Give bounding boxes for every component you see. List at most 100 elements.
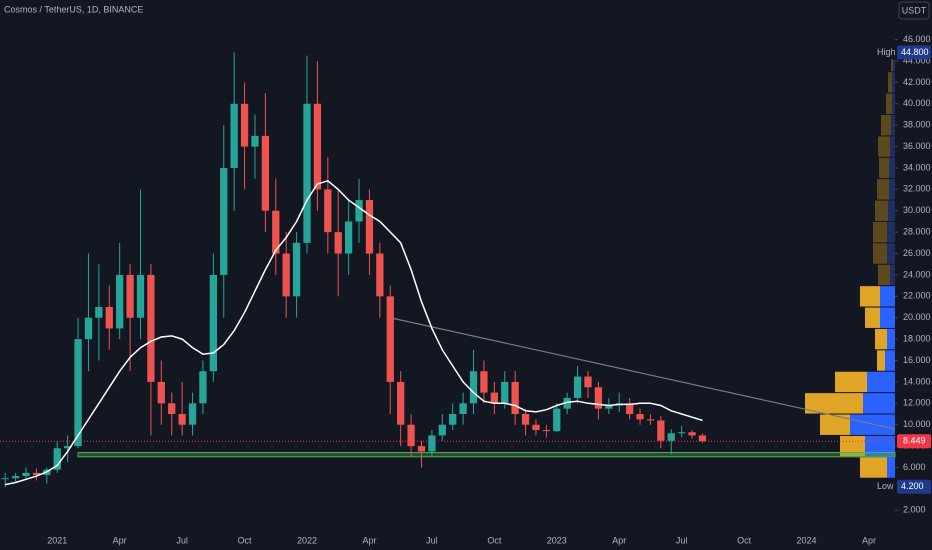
y-tick-label: 42.000 [903,77,931,87]
profile-up [865,435,895,457]
candle-body [521,414,530,425]
candle-body [313,103,322,190]
profile-down [877,350,885,371]
candle-body [480,371,488,393]
currency-box[interactable] [898,1,930,20]
candle-body [605,405,613,409]
marker-value: 44.800 [901,47,929,57]
candle-body [324,189,332,233]
profile-down [875,200,888,221]
candle-body [157,381,165,404]
profile-down [888,72,892,93]
x-tick-label: Apr [113,535,127,545]
trendline [390,317,896,430]
profile-up [880,286,895,307]
candle-body [449,414,457,425]
last-price-box [897,434,931,449]
profile-up [889,157,895,179]
y-tick-label: 38.000 [903,120,931,130]
y-tick-label: 14.000 [903,376,931,386]
x-tick-label: 2023 [547,535,567,545]
candle-body [397,381,405,425]
candle-body [74,339,82,447]
candle-body [168,403,176,415]
marker-box [897,479,931,494]
profile-up [890,136,895,157]
x-tick-label: 2024 [797,535,817,545]
candle-body [32,472,41,475]
y-tick-label: 46.000 [903,34,931,44]
profile-down [820,414,850,435]
y-tick-label: 20.000 [903,312,931,322]
profile-down [835,371,867,393]
candle-body [230,103,238,168]
profile-up [863,393,895,414]
candle-body [136,274,145,318]
candle-body [95,307,103,318]
profile-up [888,200,895,221]
candle-body [53,448,61,470]
profile-up [891,114,895,136]
marker-label: High [877,47,896,57]
y-tick-label: 18.000 [903,334,931,344]
candle-body [261,135,270,211]
candle-body [344,221,353,254]
profile-up [867,371,895,393]
candle-body [511,381,519,415]
profile-up [887,457,895,478]
profile-up [892,72,895,93]
candle-body [594,387,603,409]
profile-down [873,221,887,243]
candle-body [365,200,374,254]
candle-body [490,392,498,404]
profile-up [892,93,895,114]
candle-body [199,371,207,404]
x-tick-label: Oct [238,535,253,545]
candle-body [386,296,394,382]
candle-body [105,307,113,329]
y-tick-label: 34.000 [903,162,931,172]
candle-body [678,432,686,434]
y-tick-label: 32.000 [903,184,931,194]
candle-body [272,210,280,254]
candle-body [646,419,655,421]
profile-up [893,50,895,72]
y-tick-label: 24.000 [903,269,931,279]
candle-body [532,424,540,431]
x-tick-label: Apr [612,535,626,545]
candle-body [292,242,301,297]
x-tick-label: Apr [362,535,376,545]
profile-up [889,179,895,200]
candle-body [438,424,446,436]
marker-value: 4.200 [901,481,924,491]
profile-up [850,414,895,435]
y-tick-label: 6.000 [903,462,926,472]
profile-up [885,350,895,371]
profile-down [865,307,880,328]
candle-body [147,274,155,382]
last-price-label: 8.449 [903,436,926,446]
candle-body [355,200,363,222]
candle-body [667,433,675,441]
candle-body [220,167,228,275]
candle-body [240,103,249,147]
profile-up [887,243,895,264]
candle-body [625,403,634,415]
profile-up [890,264,895,286]
y-tick-label: 44.000 [903,55,931,65]
candle-body [22,472,30,477]
y-tick-label: 30.000 [903,205,931,215]
y-tick-label: 12.000 [903,398,931,408]
x-tick-label: Oct [487,535,502,545]
candle-body [376,253,384,297]
candle-body [459,403,467,415]
candle-body [584,376,592,388]
x-tick-label: Jul [176,535,188,545]
candle-body [573,376,582,398]
y-tick-label: 10.000 [903,419,931,429]
y-tick-label: 22.000 [903,291,931,301]
marker-tag [875,45,897,60]
profile-down [860,457,887,478]
candle-body [698,435,707,442]
